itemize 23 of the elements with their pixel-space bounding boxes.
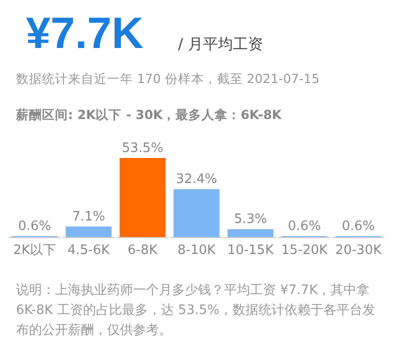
data-label: 0.6% bbox=[342, 219, 375, 234]
x-tick-label: 10-15K bbox=[227, 243, 274, 258]
bar bbox=[120, 158, 166, 237]
data-label: 7.1% bbox=[72, 210, 106, 225]
data-label: 32.4% bbox=[176, 172, 218, 188]
x-tick-label: 2K以下 bbox=[13, 243, 56, 258]
bar bbox=[66, 226, 112, 237]
chart-title: ¥7.7K bbox=[26, 9, 144, 58]
x-tick-label: 8-10K bbox=[177, 243, 216, 258]
data-label: 5.3% bbox=[234, 212, 267, 228]
bar bbox=[174, 189, 220, 237]
data-label: 0.6% bbox=[18, 219, 52, 234]
x-tick-label: 15-20K bbox=[281, 243, 328, 258]
bar bbox=[228, 229, 274, 237]
data-label: 53.5% bbox=[122, 141, 164, 156]
text: 数据统计来自近一年 170 份样本，截至 2021-07-15 bbox=[16, 71, 320, 86]
x-tick-label: 4.5-6K bbox=[68, 243, 110, 258]
chart-subtitle: / 月平均工资 bbox=[178, 35, 263, 53]
text: 薪酬区间: 2K以下 - 30K，最多人拿：6K-8K bbox=[15, 107, 283, 122]
x-tick-label: 20-30K bbox=[335, 243, 382, 258]
x-tick-label: 6-8K bbox=[128, 243, 158, 258]
text: 说明：上海执业药师一个月多少钱？平均工资 ¥7.7K，其中拿 6K-8K 工资的占比最多，达 53.5%，数据统计依赖于各平台发布的公开薪酬，仅供参考。 bbox=[16, 283, 376, 338]
data-label: 0.6% bbox=[288, 219, 321, 234]
